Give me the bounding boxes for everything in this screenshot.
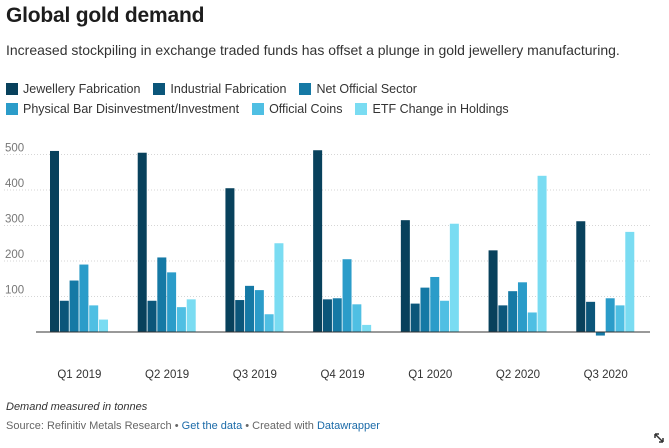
x-tick-label: Q1 2020 xyxy=(408,369,452,381)
bar xyxy=(322,299,332,332)
bar xyxy=(264,314,274,332)
bar xyxy=(313,150,323,332)
bar xyxy=(605,298,615,332)
resize-arrow-icon[interactable] xyxy=(653,432,665,444)
bar xyxy=(488,250,498,332)
y-tick-label: 400 xyxy=(5,178,24,190)
bar xyxy=(99,319,108,332)
bar xyxy=(615,305,625,332)
source-text: Source: Refinitiv Metals Research • xyxy=(6,420,182,432)
bar xyxy=(410,303,420,332)
bar xyxy=(69,280,79,332)
legend-item: Official Coins xyxy=(252,100,342,118)
bar xyxy=(225,188,235,332)
x-tick-label: Q2 2019 xyxy=(145,369,189,381)
bar xyxy=(245,285,255,332)
legend-item: Industrial Fabrication xyxy=(153,80,286,98)
bar xyxy=(186,299,196,332)
bar xyxy=(586,301,596,332)
bar xyxy=(235,300,245,332)
bar xyxy=(576,221,586,332)
bar xyxy=(342,259,352,332)
bar xyxy=(430,276,440,332)
bar xyxy=(157,257,167,332)
legend-label: Net Official Sector xyxy=(316,82,417,96)
bar xyxy=(137,152,147,332)
bar xyxy=(89,305,99,332)
chart-subtitle: Increased stockpiling in exchange traded… xyxy=(6,42,620,58)
bar xyxy=(527,312,537,332)
bar xyxy=(508,291,518,332)
bar xyxy=(400,220,410,332)
y-tick-label: 300 xyxy=(5,214,24,226)
legend-swatch xyxy=(355,103,368,115)
legend-swatch xyxy=(252,103,265,115)
units-note: Demand measured in tonnes xyxy=(6,401,148,413)
bar xyxy=(517,282,527,332)
bar xyxy=(420,287,430,332)
bar xyxy=(595,332,605,336)
bar xyxy=(147,300,157,332)
bar xyxy=(332,298,342,332)
bar xyxy=(176,307,186,332)
bar-chart: 100 200 300 400 500 Q1 2019 Q2 2019 Q3 2019 Q4 2… xyxy=(4,143,650,381)
legend-item: ETF Change in Holdings xyxy=(355,100,509,118)
legend-item: Physical Bar Disinvestment/Investment xyxy=(6,100,239,118)
legend-label: ETF Change in Holdings xyxy=(372,102,509,116)
bar xyxy=(79,264,89,332)
created-with-text: • Created with xyxy=(242,420,317,432)
bar xyxy=(352,304,362,332)
y-tick-label: 200 xyxy=(5,249,24,261)
x-tick-label: Q1 2019 xyxy=(57,369,101,381)
source-footer: Source: Refinitiv Metals Research • Get … xyxy=(6,420,380,432)
legend-label: Jewellery Fabrication xyxy=(23,82,141,96)
bar xyxy=(274,243,284,332)
bar xyxy=(254,290,264,332)
bar xyxy=(167,272,177,332)
bar xyxy=(440,300,450,332)
chart-title: Global gold demand xyxy=(6,4,205,27)
x-tick-label: Q3 2020 xyxy=(584,369,628,381)
legend-label: Physical Bar Disinvestment/Investment xyxy=(23,102,240,116)
y-tick-label: 100 xyxy=(5,285,24,297)
x-tick-label: Q4 2019 xyxy=(320,369,364,381)
legend-label: Official Coins xyxy=(269,102,343,116)
legend-label: Industrial Fabrication xyxy=(170,82,287,96)
y-tick-label: 500 xyxy=(5,143,24,155)
bar xyxy=(362,324,372,332)
bar xyxy=(50,150,59,332)
legend-item: Net Official Sector xyxy=(299,80,417,98)
legend-swatch xyxy=(6,83,18,95)
bar xyxy=(625,231,635,332)
x-tick-label: Q3 2019 xyxy=(233,369,277,381)
bar xyxy=(59,300,69,332)
x-tick-label: Q2 2020 xyxy=(496,369,540,381)
legend-swatch xyxy=(153,83,166,95)
legend-item: Jewellery Fabrication xyxy=(6,80,140,98)
legend-swatch xyxy=(6,103,18,115)
bar xyxy=(498,305,508,332)
chart-legend: Jewellery Fabrication Industrial Fabricat… xyxy=(6,80,656,120)
get-the-data-link[interactable]: Get the data xyxy=(181,420,243,432)
datawrapper-link[interactable]: Datawrapper xyxy=(316,420,380,432)
legend-swatch xyxy=(299,83,312,95)
bar xyxy=(537,175,547,332)
bar xyxy=(449,223,459,332)
